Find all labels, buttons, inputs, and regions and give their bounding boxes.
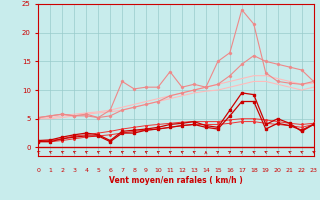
X-axis label: Vent moyen/en rafales ( km/h ): Vent moyen/en rafales ( km/h ) (109, 176, 243, 185)
